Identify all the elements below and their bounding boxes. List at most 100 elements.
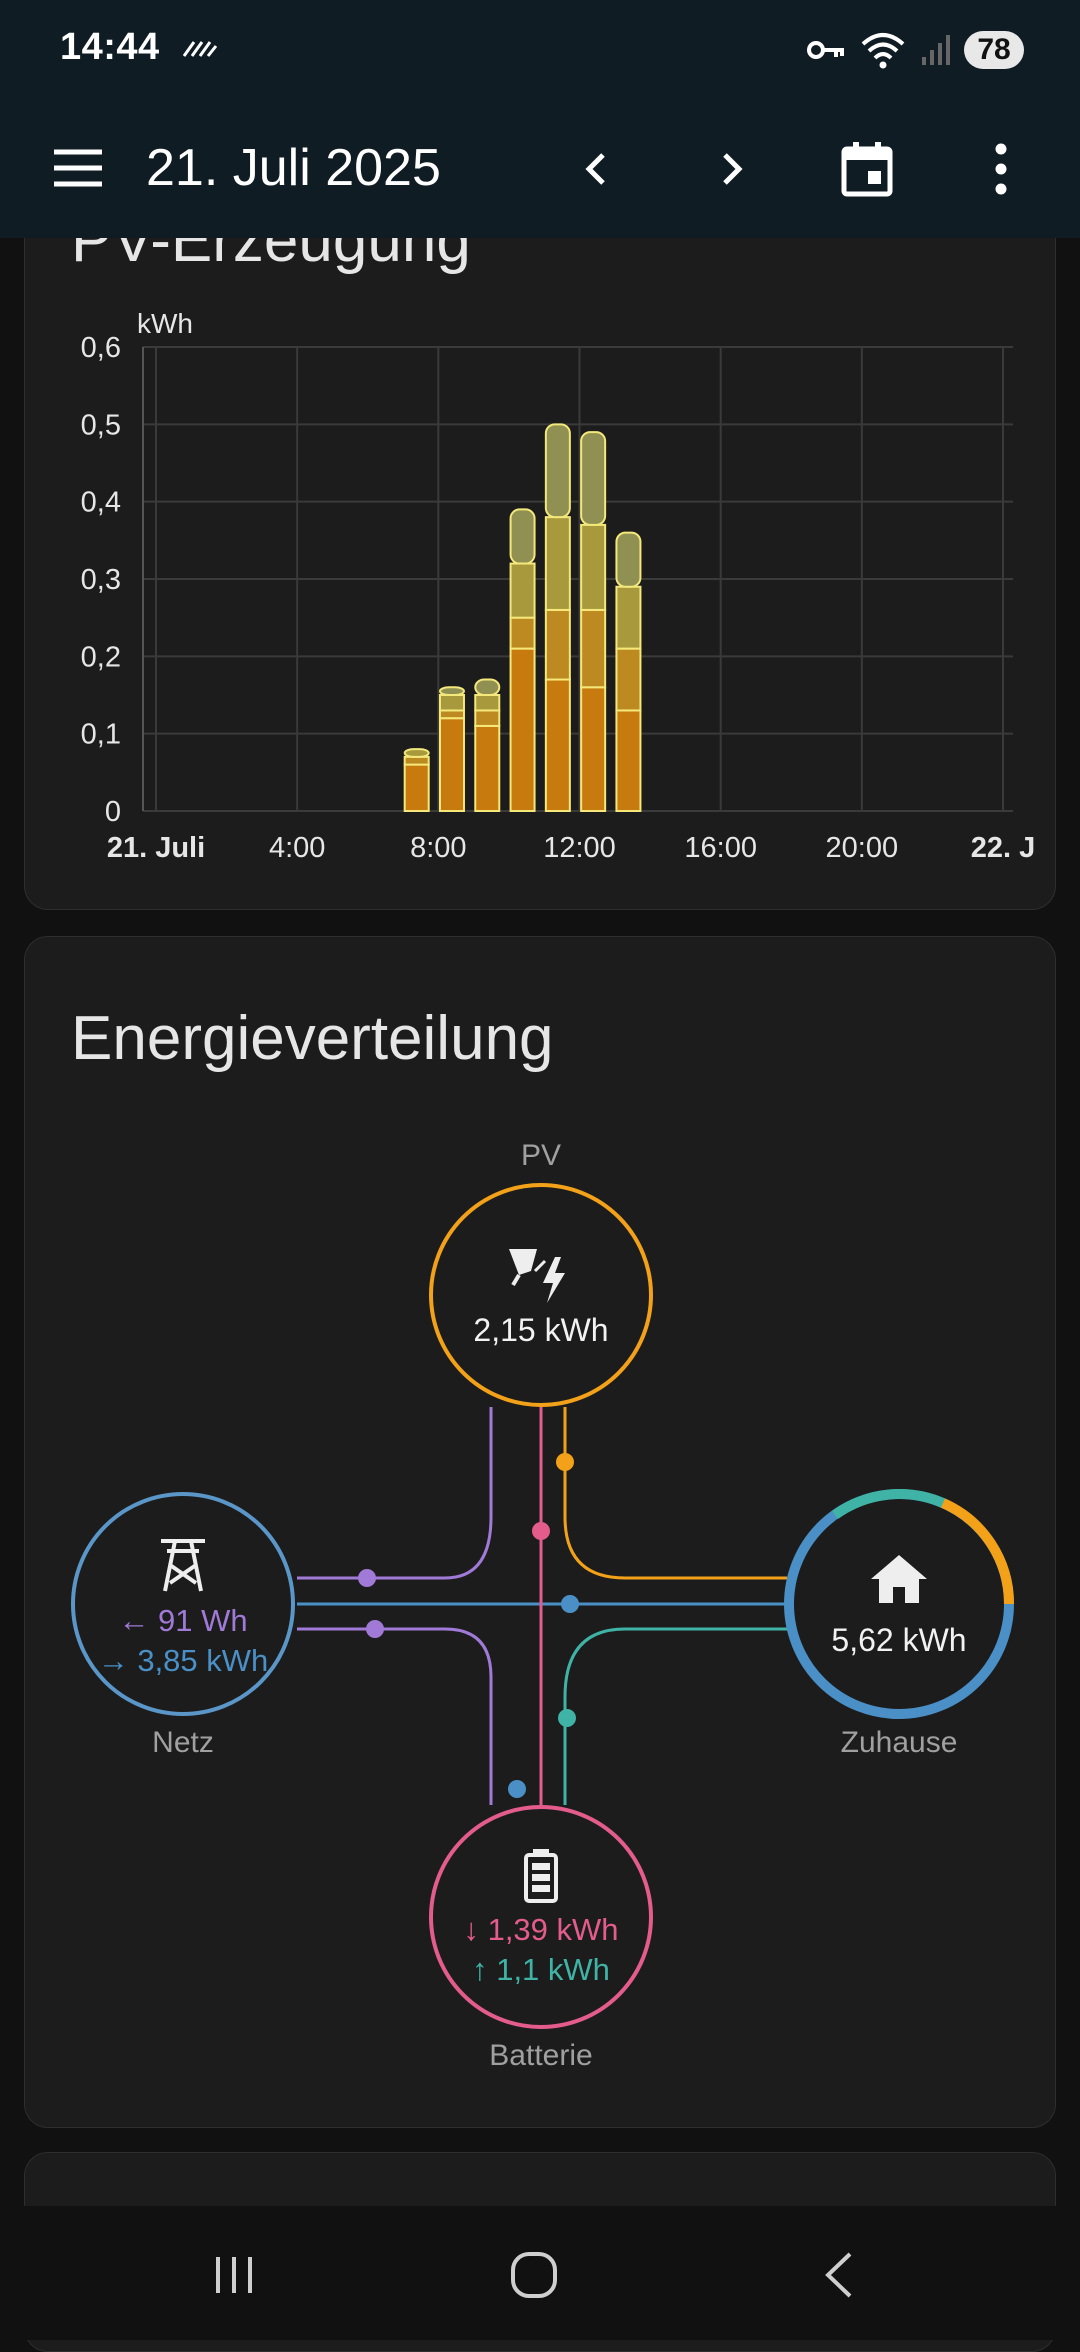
grid-export-value: → 3,85 kWh [98, 1643, 269, 1678]
calendar-icon [841, 142, 893, 197]
chart-bar-segment [509, 562, 536, 619]
chart-bar-segment [438, 694, 465, 712]
flow-battery-to-home-line [563, 1627, 787, 1805]
chart-bar-segment [474, 694, 501, 712]
chart-bar-segment [509, 616, 536, 650]
grid-node-label: Netz [152, 1726, 214, 1759]
chart-bar-segment [580, 431, 607, 526]
system-navigation-bar [0, 2206, 1080, 2340]
chart-bar-segment [474, 709, 501, 727]
chart-y-tick-label: 0 [105, 796, 121, 828]
home-ring-pv [940, 1498, 1015, 1605]
chart-x-tick-label: 20:00 [826, 832, 899, 864]
chart-x-tick-label: 22. J [971, 832, 1036, 864]
vpn-key-icon [807, 41, 844, 59]
flow-dot-battery-home [558, 1709, 576, 1727]
energy-flow-diagram: PV 2,15 kWh ← 91 Wh → 3,85 kWh Netz 5,62… [71, 1139, 1015, 2072]
chart-bar-segment [615, 647, 642, 712]
page-title: 21. Juli 2025 [146, 139, 441, 197]
chart-bar-segment [438, 709, 465, 720]
energy-card-title: Energieverteilung [71, 1004, 554, 1073]
home-ring-battery [832, 1489, 945, 1520]
chart-bar-segment [403, 748, 430, 758]
chart-y-tick-label: 0,1 [81, 719, 121, 751]
status-bar: 14:44 78 [0, 0, 1080, 100]
flow-grid-to-home-line [297, 1407, 493, 1580]
chart-bar-segment [544, 678, 571, 812]
home-node-label: Zuhause [841, 1726, 958, 1759]
back-button[interactable] [798, 2240, 878, 2310]
status-time: 14:44 [60, 26, 160, 68]
battery-icon [524, 1849, 558, 1903]
flow-grid-to-battery-line [297, 1627, 493, 1805]
chart-y-tick-label: 0,6 [81, 332, 121, 364]
flow-pv-to-home-line [563, 1407, 787, 1580]
chart-bar-segment [615, 531, 642, 588]
chart-x-tick-label: 12:00 [543, 832, 616, 864]
chart-bar-segment [544, 516, 571, 611]
pv-node-value: 2,15 kWh [473, 1312, 608, 1348]
flow-dot-grid-battery [508, 1780, 526, 1798]
battery-level: 78 [964, 31, 1024, 69]
energy-distribution-card: Energieverteilung PV [24, 936, 1056, 2128]
chart-bar-segment [580, 523, 607, 611]
chart-bar-segment [438, 717, 465, 813]
wifi-icon [861, 33, 905, 69]
chart-y-axis-label: kWh [137, 308, 193, 339]
home-node-value: 5,62 kWh [831, 1622, 966, 1658]
chart-y-tick-label: 0,2 [81, 641, 121, 673]
flow-dot-grid-home [561, 1595, 579, 1613]
app-bar: 21. Juli 2025 [0, 100, 1080, 238]
menu-icon[interactable] [50, 140, 106, 196]
chart-y-tick-label: 0,3 [81, 564, 121, 596]
home-button[interactable] [494, 2240, 574, 2310]
chart-y-tick-label: 0,5 [81, 409, 121, 441]
recent-apps-button[interactable] [194, 2240, 274, 2310]
next-day-button[interactable] [696, 134, 766, 204]
chart-x-tick-label: 16:00 [684, 832, 757, 864]
data-activity-icon [182, 41, 218, 57]
chart-x-tick-label: 8:00 [410, 832, 466, 864]
chart-bar-segment [403, 763, 430, 812]
chart-bar-segment [615, 585, 642, 650]
transmission-tower-icon [161, 1539, 205, 1592]
chart-bar-segment [509, 508, 536, 565]
home-circle-icon [511, 2252, 557, 2298]
flow-dot-pv-battery [532, 1522, 550, 1540]
battery-in-value: ↓ 1,39 kWh [463, 1912, 618, 1947]
chevron-right-icon [723, 153, 743, 185]
more-vert-icon [995, 143, 1007, 195]
home-icon [871, 1555, 927, 1603]
grid-import-value: ← 91 Wh [118, 1603, 247, 1638]
chart-bar-segment [580, 686, 607, 812]
pv-production-card: PV-Erzeugung 0 0,1 0,2 0,3 0,4 0,5 0,6 21. Juli… [24, 150, 1056, 910]
chart-bar-segment [438, 686, 465, 696]
chart-bar-segment [403, 755, 430, 766]
chart-bar-segment [474, 678, 501, 696]
chart-y-tick-label: 0,4 [81, 487, 121, 519]
pv-node[interactable] [429, 1183, 653, 1407]
chart-bar-segment [544, 423, 571, 519]
previous-day-button[interactable] [562, 134, 632, 204]
overflow-menu-button[interactable] [966, 134, 1036, 204]
chart-bar-segment [509, 647, 536, 812]
chart-bar-segment [474, 724, 501, 813]
grid-node[interactable] [71, 1492, 295, 1716]
battery-node-label: Batterie [489, 2039, 592, 2072]
chart-bar-segment [580, 608, 607, 689]
recent-apps-icon [216, 2257, 252, 2293]
flow-dot-pv-home [556, 1453, 574, 1471]
calendar-button[interactable] [832, 134, 902, 204]
chart-x-tick-label: 4:00 [269, 832, 325, 864]
chart-bar-segment [615, 709, 642, 813]
chevron-left-icon [585, 153, 605, 185]
flow-dot-export [366, 1620, 384, 1638]
battery-node[interactable] [429, 1805, 653, 2029]
signal-icon [922, 35, 950, 65]
pv-chart: 0 0,1 0,2 0,3 0,4 0,5 0,6 21. Juli 4:00 8:00 12:00… [81, 308, 1036, 864]
pv-node-label: PV [521, 1139, 561, 1172]
solar-power-icon [509, 1249, 565, 1303]
chart-x-tick-label: 21. Juli [107, 832, 205, 864]
back-chevron-icon [825, 2252, 852, 2298]
flow-dot-import [358, 1569, 376, 1587]
